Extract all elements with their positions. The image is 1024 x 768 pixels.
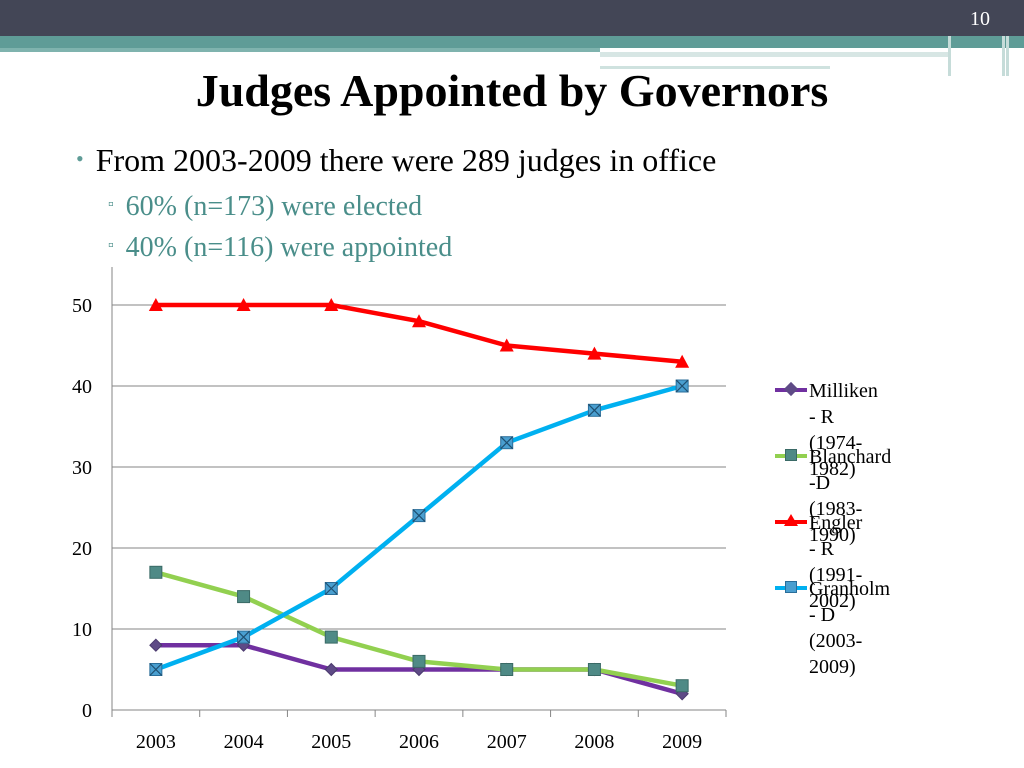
data-point-cross [412,509,426,523]
data-point-cross [324,582,338,595]
data-point [412,654,426,668]
x-tick-label: 2008 [574,731,614,753]
legend-marker-icon [784,514,798,526]
main-bullet-text: From 2003-2009 there were 289 judges in … [95,142,717,178]
legend-series-period: (1983-1990) [809,498,863,546]
sub-bullet-square-icon: ▫ [108,237,114,254]
legend-series-period: (1974-1982) [809,432,863,480]
series-line [155,383,683,672]
data-point-cross [675,379,689,393]
main-bullet: • From 2003-2009 there were 289 judges in… [76,142,716,179]
data-point [237,590,251,604]
legend-label: Granholm - D (2003-2009) [809,576,890,680]
x-tick-label: 2009 [662,731,702,753]
legend-marker-icon [785,581,797,593]
data-point [500,663,514,676]
y-tick-label: 30 [72,457,92,479]
data-point [587,346,602,360]
data-point [324,662,338,677]
data-point [149,638,163,652]
legend-series-name: Granholm - D [809,578,891,626]
sub-bullet-square-icon: ▫ [108,196,114,213]
data-point [324,630,338,644]
y-tick-label: 50 [72,295,92,317]
sub-bullet: ▫ 60% (n=173) were elected [108,191,422,223]
legend-series-name: Blanchard -D [809,446,892,494]
data-point [499,338,514,352]
x-tick-label: 2006 [399,731,439,753]
decorative-lines [948,36,1009,76]
x-tick-label: 2003 [136,731,176,753]
x-tick-label: 2005 [311,731,351,753]
legend-label: Blanchard -D (1983-1990) [809,444,891,548]
line-chart: 0 10 20 30 40 50 2003 2004 2005 2006 2007 2008 2009 [72,267,727,753]
data-point [587,663,601,676]
legend-series-name: Engler - R [809,512,863,560]
data-point-cross [237,630,250,644]
data-point [412,314,426,328]
slide-title: Judges Appointed by Governors [195,65,829,116]
x-tick-label: 2007 [487,731,527,753]
legend-label: Milliken - R (1974-1982) [809,378,878,482]
data-point-cross [500,436,514,450]
x-tick-label: 2004 [224,731,264,753]
y-tick-label: 0 [82,700,92,722]
sub-bullet-text: 40% (n=116) were appointed [125,232,453,263]
data-point [148,298,163,311]
y-tick-label: 10 [72,619,92,641]
data-point [675,679,689,693]
data-point-cross [149,663,163,676]
teal-band [0,36,1024,48]
accent-line [600,66,830,69]
data-point [236,298,251,311]
slide-number: 10 [970,8,990,30]
legend-series-period: (1991-2002) [809,564,863,612]
legend-series-name: Milliken - R [809,380,878,428]
sub-bullet-text: 60% (n=173) were elected [125,191,423,222]
accent-line [600,52,950,57]
sub-bullet: ▫ 40% (n=116) were appointed [108,232,452,264]
top-banner [0,0,1024,36]
legend-marker-icon [783,381,799,397]
data-point-cross [588,403,601,417]
y-tick-label: 20 [72,538,92,560]
y-tick-label: 40 [72,376,92,398]
series-line [155,302,683,364]
teal-band-light [0,48,600,52]
data-point [675,354,690,368]
data-point [324,298,339,311]
data-point [149,565,163,579]
legend-marker-icon [785,449,797,461]
legend-series-period: (2003-2009) [809,630,863,678]
bullet-dot-icon: • [76,146,84,171]
legend-label: Engler - R (1991-2002) [809,510,862,614]
